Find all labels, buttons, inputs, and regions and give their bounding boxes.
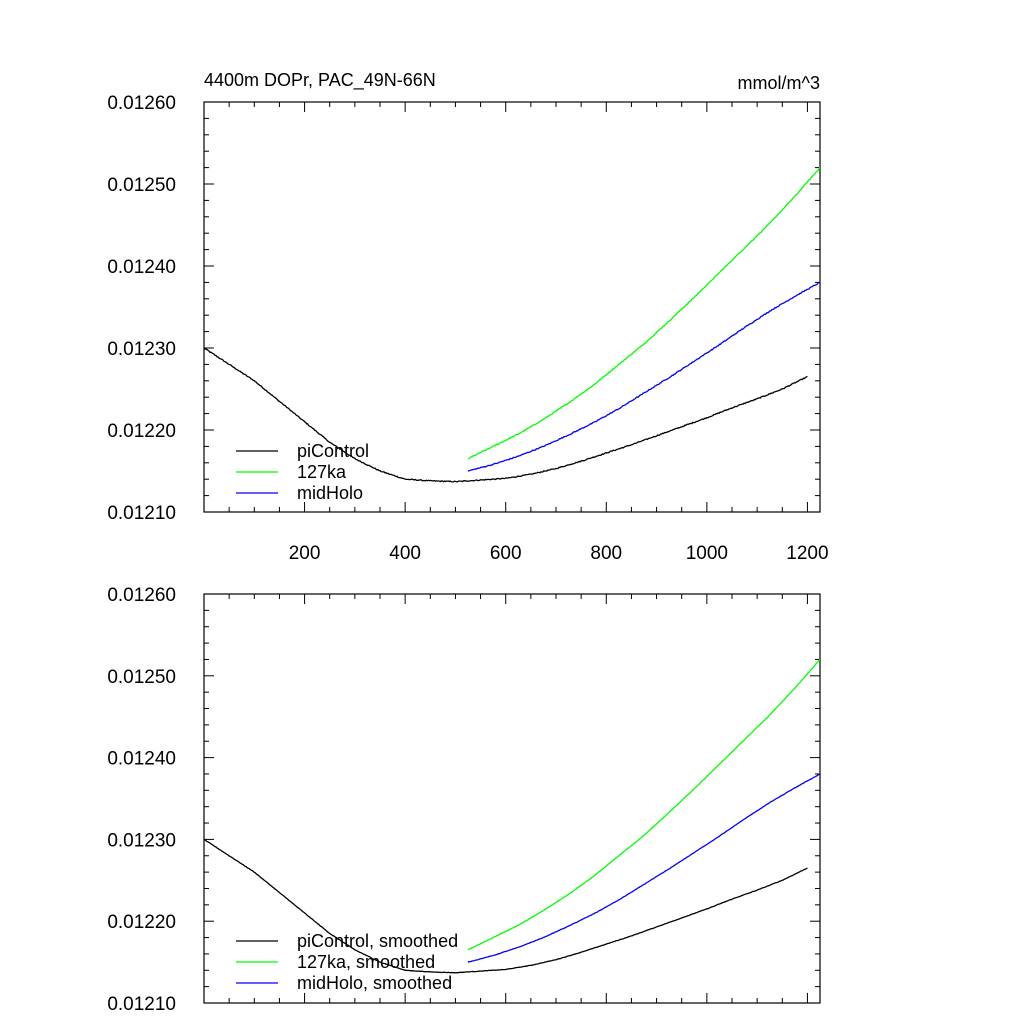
y-tick-label: 0.01240 xyxy=(107,749,176,770)
x-tick-label: 800 xyxy=(590,543,622,564)
plot-frame xyxy=(203,101,821,513)
series-line-2 xyxy=(467,166,820,460)
y-tick-label: 0.01260 xyxy=(107,93,176,114)
series-line-3 xyxy=(467,281,820,472)
chart-panel-2: 0.01210 0.01220 0.01230 0.01240 0.01250 0.012… xyxy=(107,585,821,1015)
legend-label: piControl, smoothed xyxy=(297,931,458,951)
legend-label: midHolo, smoothed xyxy=(297,973,452,993)
series-line-1 xyxy=(204,347,808,483)
x-tick-label: 1200 xyxy=(786,543,828,564)
units-label: mmol/m^3 xyxy=(738,73,820,93)
y-tick-label: 0.01250 xyxy=(107,175,176,196)
x-tick-label: 1000 xyxy=(686,543,728,564)
legend-label: 127ka, smoothed xyxy=(297,952,435,972)
x-tick-label: 600 xyxy=(490,543,522,564)
legend-label: piControl xyxy=(297,441,369,461)
series-line-2 xyxy=(467,658,820,951)
series-line-1 xyxy=(204,838,808,974)
y-tick-label: 0.01220 xyxy=(107,421,176,442)
y-tick-label: 0.01230 xyxy=(107,830,176,851)
legend-label: 127ka xyxy=(297,462,347,482)
y-tick-label: 0.01220 xyxy=(107,912,176,933)
legend-label: midHolo xyxy=(297,483,363,503)
y-tick-label: 0.01230 xyxy=(107,339,176,360)
series-line-3 xyxy=(467,773,820,963)
y-tick-label: 0.01250 xyxy=(107,667,176,688)
chart-panel-1: 0.01210 0.01220 0.01230 0.01240 0.01250 0.012… xyxy=(107,70,828,564)
x-tick-label: 400 xyxy=(389,543,421,564)
y-tick-label: 0.01240 xyxy=(107,257,176,278)
y-tick-label: 0.01260 xyxy=(107,585,176,606)
chart-title: 4400m DOPr, PAC_49N-66N xyxy=(204,70,436,91)
plot-frame xyxy=(203,593,821,1004)
y-tick-label: 0.01210 xyxy=(107,503,176,524)
y-tick-label: 0.01210 xyxy=(107,994,176,1015)
x-tick-label: 200 xyxy=(289,543,321,564)
